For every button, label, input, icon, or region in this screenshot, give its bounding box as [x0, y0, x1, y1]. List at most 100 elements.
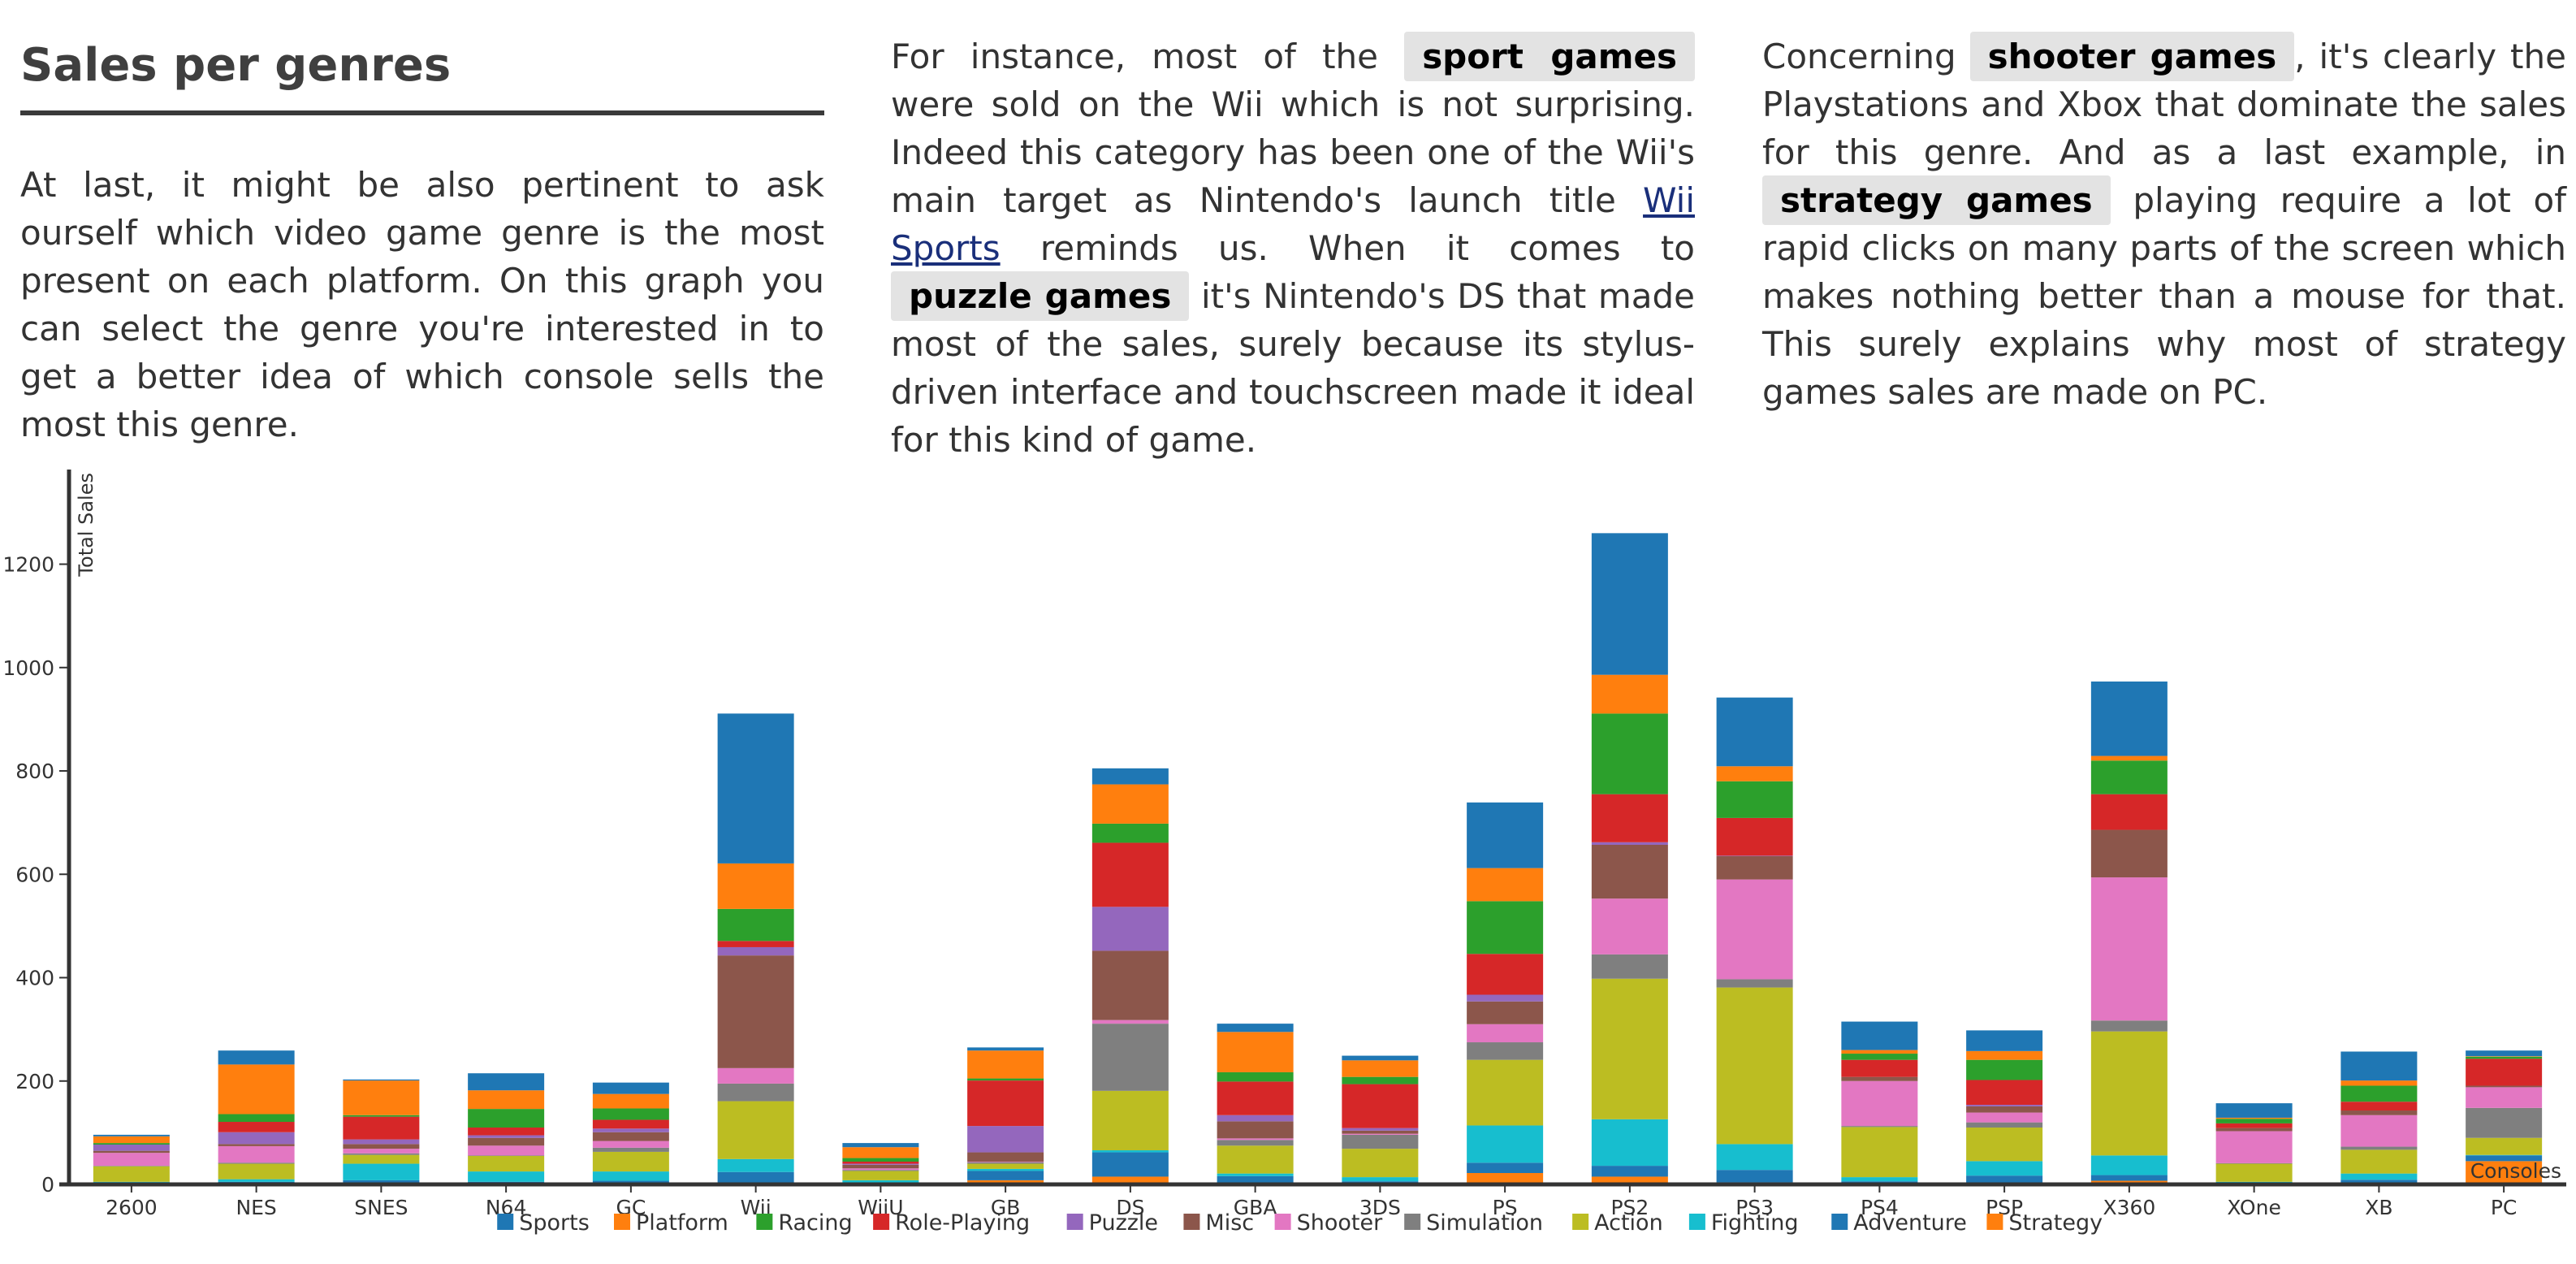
bar-PS-platform: [1467, 868, 1544, 902]
y-tick-label: 1200: [2, 553, 54, 577]
bar-XB-simulation: [2340, 1146, 2418, 1150]
bar-GB-puzzle: [967, 1126, 1044, 1153]
legend-item-shooter[interactable]: Shooter: [1274, 1210, 1383, 1236]
x-tick-label-PC: PC: [2491, 1196, 2518, 1219]
bar-Wii-shooter: [717, 1067, 794, 1084]
bar-SNES-puzzle: [343, 1139, 420, 1145]
bar-GBA-misc: [1217, 1121, 1294, 1139]
legend-item-action[interactable]: Action: [1572, 1210, 1663, 1236]
bar-PS-sports: [1467, 802, 1544, 868]
bar-PS3-action: [1716, 987, 1793, 1145]
legend-item-fighting[interactable]: Fighting: [1688, 1210, 1799, 1236]
legend-item-racing[interactable]: Racing: [756, 1210, 853, 1236]
bar-PS-action: [1467, 1059, 1544, 1126]
legend-item-strategy[interactable]: Strategy: [1986, 1210, 2103, 1236]
bar-SNES-action: [343, 1154, 420, 1164]
bar-PS-strategy: [1467, 1173, 1544, 1184]
bar-PS-shooter: [1467, 1024, 1544, 1043]
bar-N64-action: [468, 1156, 545, 1172]
bar-NES-misc: [218, 1144, 295, 1146]
legend-item-simulation[interactable]: Simulation: [1404, 1210, 1543, 1236]
bar-GC-action: [592, 1151, 669, 1172]
bar-N64-sports: [468, 1073, 545, 1091]
bar-PS2-strategy: [1591, 1176, 1668, 1184]
shooter-games-highlight[interactable]: shooter games: [1969, 32, 2295, 81]
bar-DS-racing: [1091, 823, 1169, 843]
bar-PS3-racing: [1716, 781, 1793, 818]
bar-XOne-shooter: [2215, 1131, 2293, 1163]
legend-label: Strategy: [2008, 1210, 2103, 1236]
x-tick-label-SNES: SNES: [354, 1196, 408, 1219]
bar-DS-platform: [1091, 784, 1169, 824]
bar-GBA-adventure: [1217, 1175, 1294, 1184]
legend-item-platform[interactable]: Platform: [613, 1210, 728, 1236]
bar-GBA-shooter: [1217, 1138, 1294, 1141]
bar-N64-platform: [468, 1090, 545, 1110]
bar-2600-sports: [93, 1134, 170, 1136]
bar-GB-misc: [967, 1152, 1044, 1162]
legend-label: Simulation: [1426, 1210, 1543, 1236]
bar-PS4-sports: [1841, 1021, 1918, 1050]
bar-GB-platform: [967, 1050, 1044, 1079]
bar-PSP-misc: [1966, 1106, 2043, 1113]
wii-sports-link[interactable]: Wii Sports: [891, 180, 1695, 268]
bar-GC-fighting: [592, 1171, 669, 1181]
legend-item-sports[interactable]: Sports: [497, 1210, 590, 1236]
bar-PC-simulation: [2466, 1107, 2543, 1138]
bar-WiiU-action: [842, 1171, 919, 1180]
bar-WiiU-sports: [842, 1143, 919, 1148]
sport-games-highlight[interactable]: sport games: [1404, 32, 1696, 81]
bar-PSP-adventure: [1966, 1175, 2043, 1184]
x-tick-label-XB: XB: [2365, 1196, 2392, 1219]
puzzle-games-highlight[interactable]: puzzle games: [891, 271, 1190, 321]
bar-Wii-role-playing: [717, 941, 794, 947]
bar-DS-role-playing: [1091, 842, 1169, 907]
legend-swatch: [613, 1214, 630, 1230]
bar-PS4-simulation: [1841, 1126, 1918, 1128]
bar-PC-misc: [2466, 1085, 2543, 1088]
legend-item-role-playing[interactable]: Role-Playing: [873, 1210, 1030, 1236]
bar-PS-misc: [1467, 1001, 1544, 1024]
legend-label: Fighting: [1711, 1210, 1799, 1236]
bar-3DS-platform: [1342, 1060, 1419, 1077]
bar-PS2-shooter: [1591, 898, 1668, 954]
bar-NES-shooter: [218, 1145, 295, 1163]
bar-Wii-platform: [717, 863, 794, 909]
bar-GC-platform: [592, 1093, 669, 1109]
bar-PS-racing: [1467, 901, 1544, 954]
legend-label: Platform: [636, 1210, 728, 1236]
legend-item-puzzle[interactable]: Puzzle: [1066, 1210, 1158, 1236]
bar-X360-simulation: [2090, 1020, 2168, 1032]
bar-PS-fighting: [1467, 1125, 1544, 1163]
right-text-1: Concerning: [1762, 37, 1956, 76]
bar-NES-action: [218, 1163, 295, 1180]
bar-SNES-adventure: [343, 1180, 420, 1184]
bar-2600-puzzle: [93, 1145, 170, 1151]
bar-PSP-racing: [1966, 1059, 2043, 1080]
bar-X360-role-playing: [2090, 794, 2168, 830]
bar-3DS-puzzle: [1342, 1128, 1419, 1131]
bar-DS-puzzle: [1091, 907, 1169, 951]
middle-column: For instance, most of the sport games we…: [891, 32, 1696, 464]
bar-XB-fighting: [2340, 1173, 2418, 1180]
bar-PS3-fighting: [1716, 1144, 1793, 1171]
bar-DS-shooter: [1091, 1019, 1169, 1024]
bar-XB-racing: [2340, 1085, 2418, 1102]
bar-WiiU-simulation: [842, 1170, 919, 1171]
legend-item-misc[interactable]: Misc: [1183, 1210, 1254, 1236]
bar-GBA-sports: [1217, 1024, 1294, 1032]
x-axis-label: Consoles: [2470, 1159, 2561, 1183]
bar-SNES-simulation: [343, 1153, 420, 1155]
bar-NES-simulation: [218, 1162, 295, 1164]
bar-XOne-role-playing: [2215, 1123, 2293, 1128]
bar-GC-misc: [592, 1132, 669, 1141]
x-tick-label-DS: DS: [1116, 1196, 1144, 1219]
bar-PC-strategy: [2466, 1161, 2543, 1184]
legend-item-adventure[interactable]: Adventure: [1831, 1210, 1967, 1236]
bar-PS2-role-playing: [1591, 794, 1668, 842]
bar-GC-simulation: [592, 1147, 669, 1152]
bar-PS4-misc: [1841, 1076, 1918, 1081]
bar-PS2-puzzle: [1591, 842, 1668, 845]
x-tick-label-2600: 2600: [106, 1196, 158, 1219]
strategy-games-highlight[interactable]: strategy games: [1762, 175, 2111, 225]
